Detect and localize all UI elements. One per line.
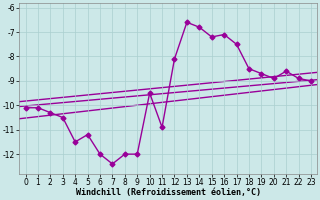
X-axis label: Windchill (Refroidissement éolien,°C): Windchill (Refroidissement éolien,°C) [76,188,261,197]
